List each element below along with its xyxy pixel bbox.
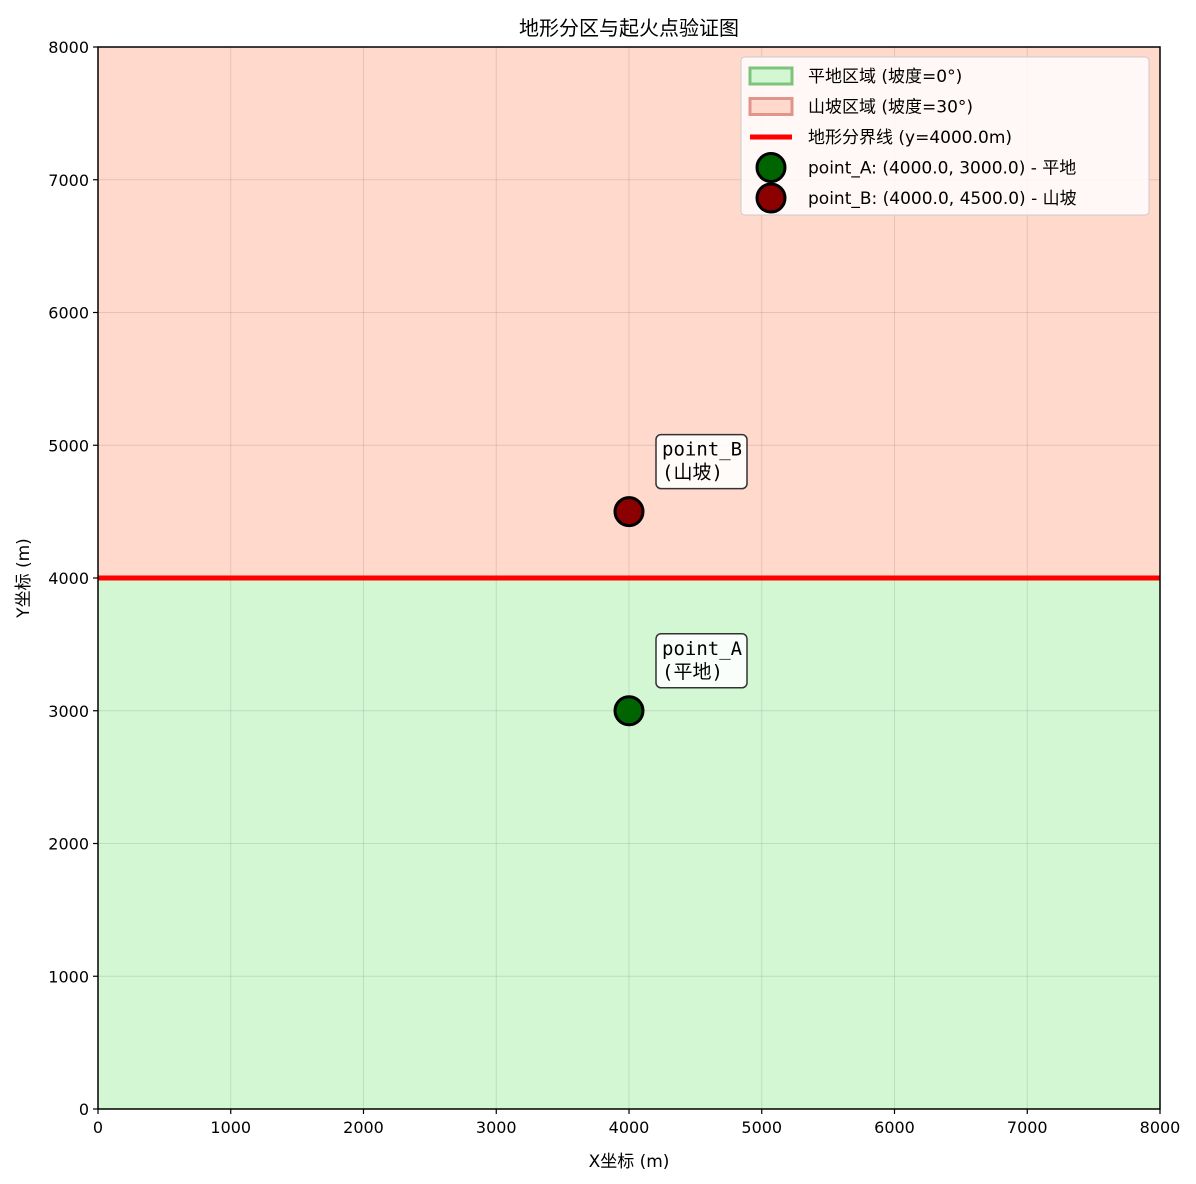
points: [613, 496, 645, 727]
legend-label-point-b: point_B: (4000.0, 4500.0) - 山坡: [808, 189, 1077, 209]
annotation-point-a: point_A(平地): [655, 633, 748, 689]
y-tick-label: 2000: [48, 835, 89, 854]
y-tick-label: 1000: [48, 967, 89, 986]
annotations: point_A(平地) point_B(山坡): [655, 433, 748, 689]
y-tick-label: 7000: [48, 171, 89, 190]
annotation-terrain: (山坡): [662, 462, 723, 484]
annotation-point-b: point_B(山坡): [655, 433, 748, 490]
legend-label-point-a: point_A: (4000.0, 3000.0) - 平地: [808, 159, 1076, 179]
y-tick-label: 0: [79, 1100, 89, 1119]
scatter-point-a: [613, 695, 645, 727]
chart-title: 地形分区与起火点验证图: [519, 16, 739, 40]
x-tick-label: 6000: [874, 1118, 915, 1137]
x-tick-label: 8000: [1140, 1118, 1181, 1137]
legend-label-slope: 山坡区域 (坡度=30°): [808, 98, 973, 118]
annotation-box: [655, 433, 748, 490]
y-tick-label: 8000: [48, 38, 89, 57]
x-tick-label: 2000: [343, 1118, 384, 1137]
y-axis-ticks: 0 1000 2000 3000 4000 5000 6000 7000 8000: [48, 38, 98, 1119]
x-tick-label: 0: [93, 1118, 103, 1137]
annotation-box: [655, 633, 748, 689]
x-tick-label: 5000: [741, 1118, 782, 1137]
legend-label-boundary: 地形分界线 (y=4000.0m): [808, 128, 1012, 148]
x-axis-ticks: 0 1000 2000 3000 4000 5000 6000 7000 8000: [93, 1109, 1180, 1137]
legend-label-flat: 平地区域 (坡度=0°): [808, 67, 962, 87]
annotation-label: point_B: [662, 439, 742, 461]
x-axis-label: X坐标 (m): [589, 1152, 670, 1172]
legend: 平地区域 (坡度=0°) 山坡区域 (坡度=30°) 地形分界线 (y=4000.0…: [740, 56, 1150, 216]
legend-swatch-flat: [748, 66, 794, 86]
legend-frame: [740, 56, 1150, 216]
y-tick-label: 6000: [48, 304, 89, 323]
y-axis-label: Y坐标 (m): [14, 538, 34, 619]
annotation-label: point_A: [662, 638, 743, 660]
y-tick-label: 5000: [48, 436, 89, 455]
scatter-point-b: [613, 496, 645, 528]
annotation-terrain: (平地): [662, 661, 723, 683]
x-tick-label: 3000: [476, 1118, 517, 1137]
legend-swatch-slope: [748, 97, 794, 116]
x-tick-label: 1000: [210, 1118, 251, 1137]
x-tick-label: 4000: [609, 1118, 650, 1137]
y-tick-label: 4000: [48, 569, 89, 588]
legend-marker-point-b: [755, 182, 787, 214]
y-tick-label: 3000: [48, 702, 89, 721]
flat-region: [98, 578, 1160, 1109]
x-tick-label: 7000: [1007, 1118, 1048, 1137]
legend-marker-point-a: [755, 152, 787, 183]
